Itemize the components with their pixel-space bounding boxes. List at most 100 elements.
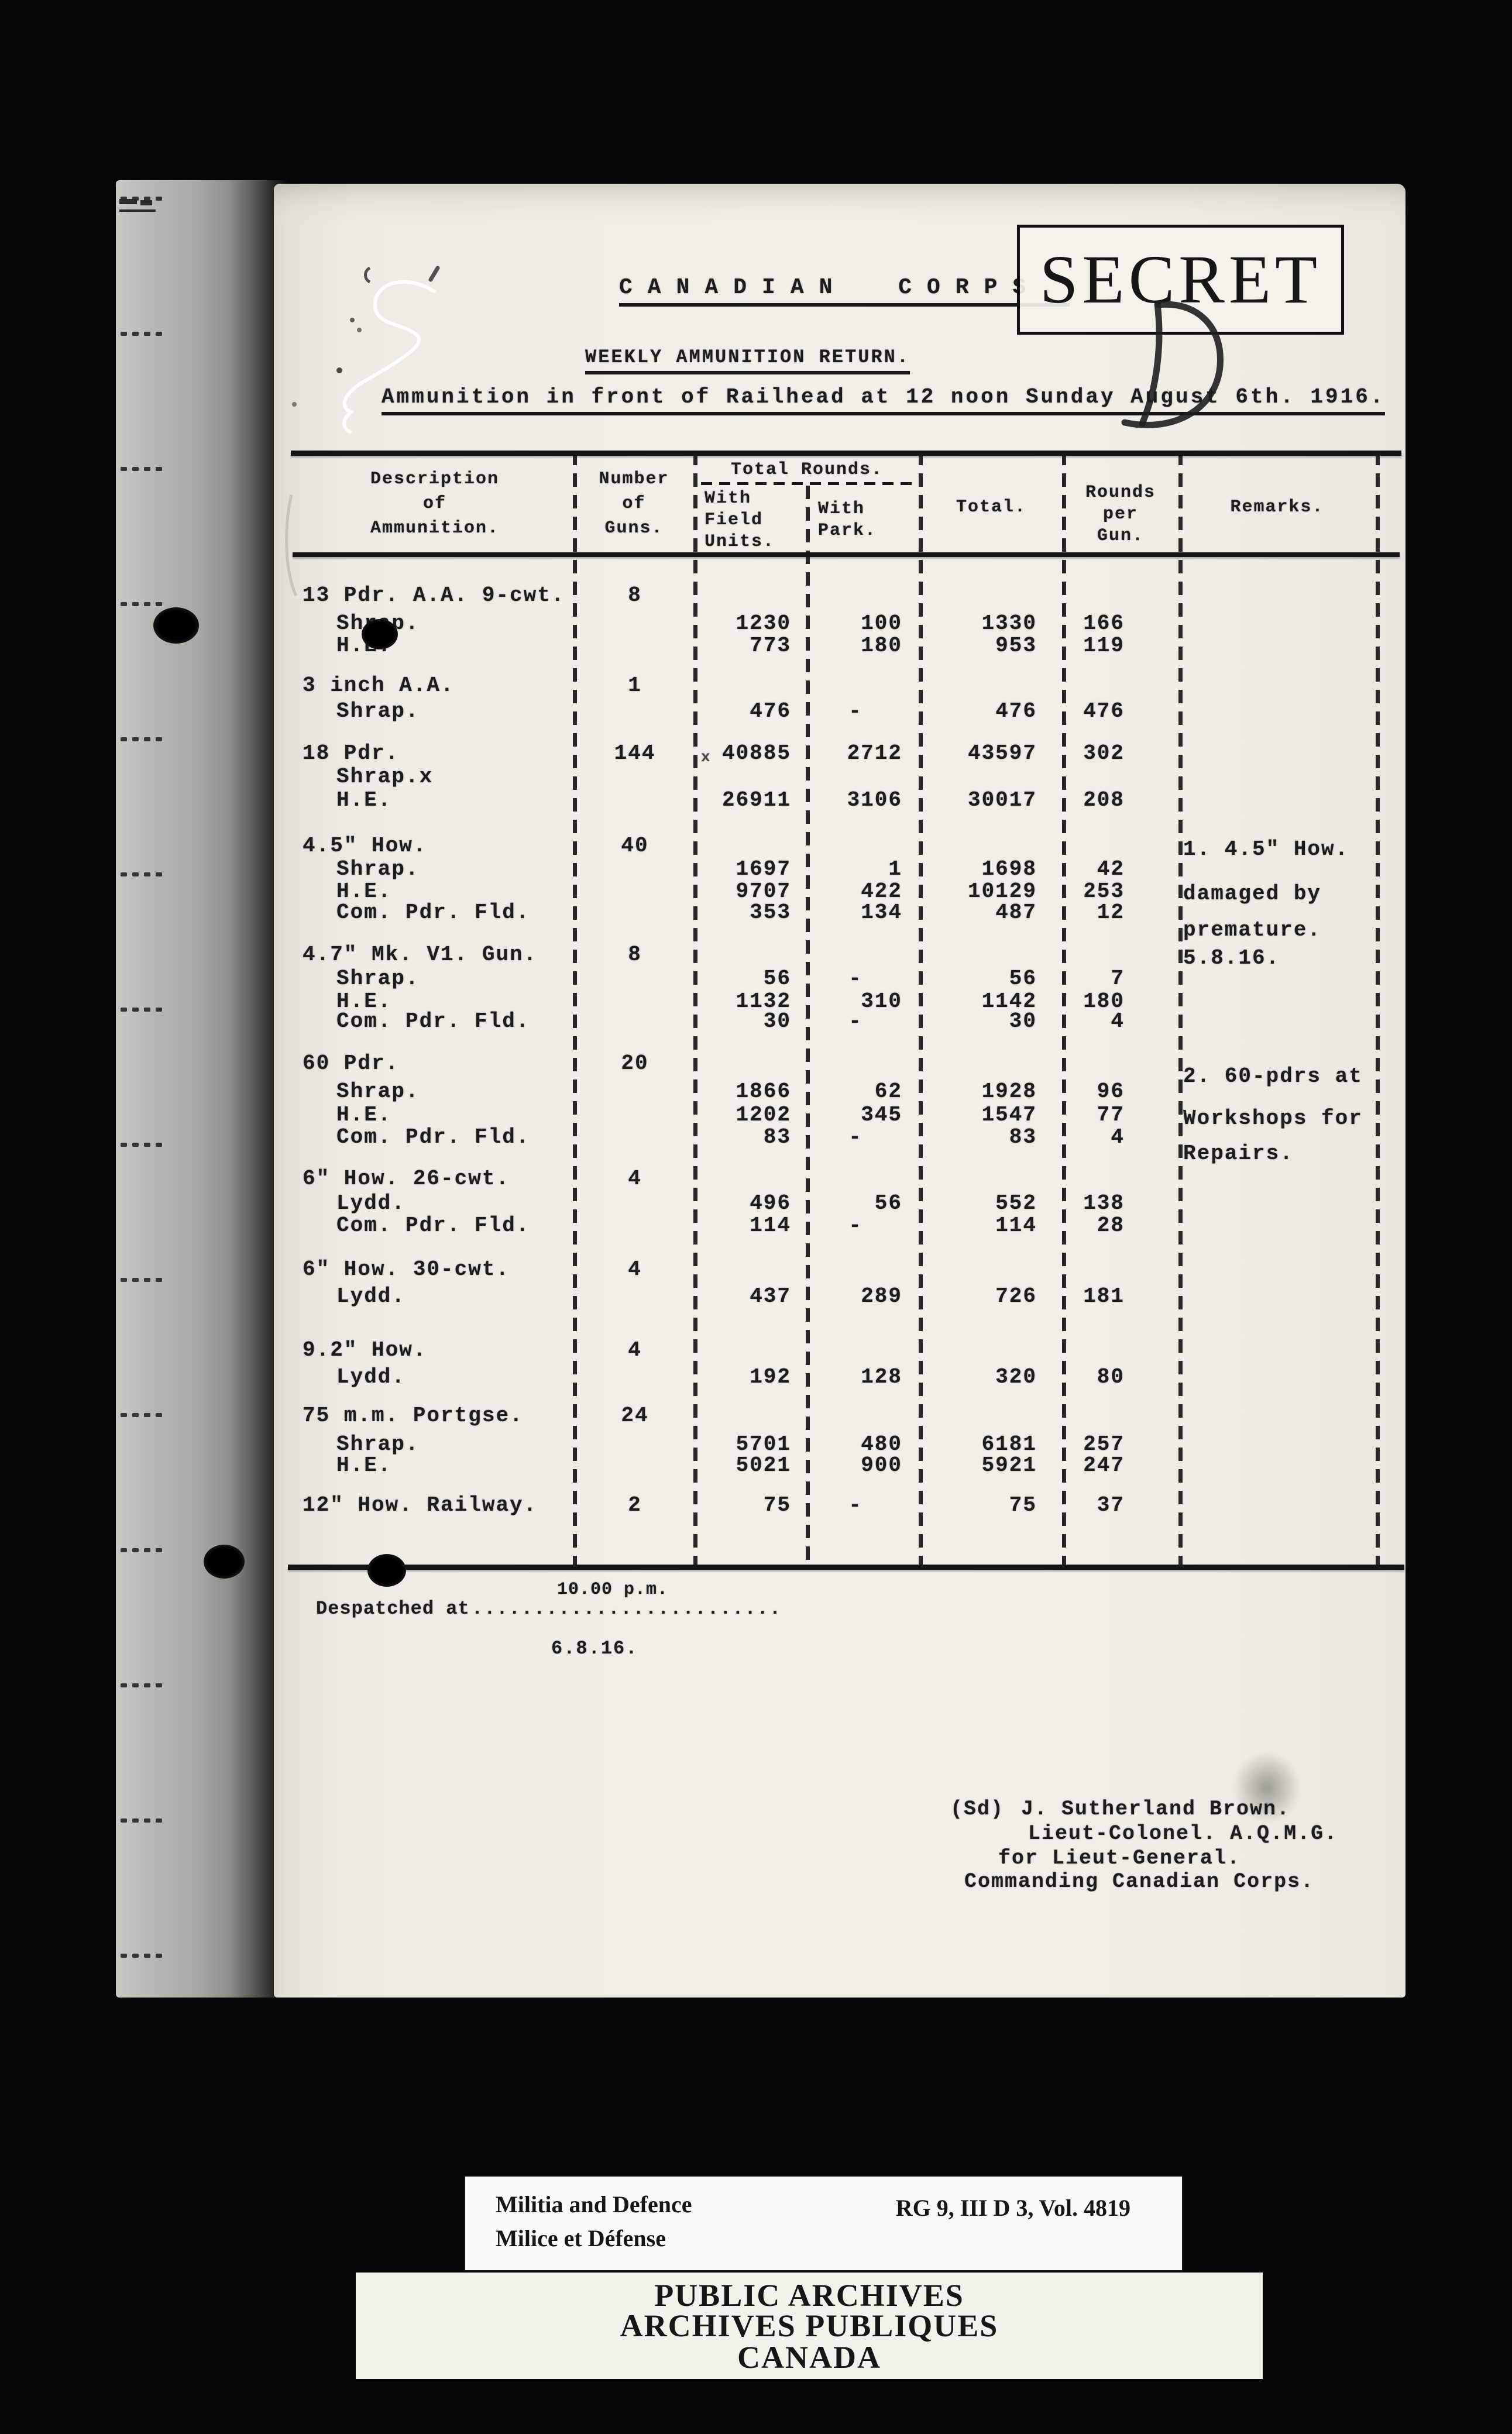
table-top-rule	[291, 451, 1401, 456]
margin-dot	[132, 467, 139, 471]
cell-with-field-units: 192	[750, 1365, 791, 1389]
margin-dot-row	[121, 332, 162, 336]
cell-with-park: 62	[874, 1080, 902, 1103]
margin-dot	[156, 1548, 162, 1552]
cell-rounds-per-gun: 28	[1097, 1213, 1125, 1237]
row-gun-name: 75 m.m. Portgse.	[303, 1404, 524, 1428]
cell-rounds-per-gun: 253	[1083, 879, 1125, 903]
cell-number-of-guns: 4	[628, 1257, 642, 1281]
margin-dot	[132, 1818, 139, 1823]
cell-rounds-per-gun: 42	[1097, 857, 1125, 881]
cell-number-of-guns: 20	[621, 1051, 649, 1075]
cell-with-park: -	[848, 1125, 862, 1149]
table-column-separator	[1178, 452, 1183, 1565]
cell-with-field-units: 1866	[736, 1080, 791, 1103]
margin-dot	[121, 737, 127, 741]
cell-with-park: 56	[874, 1191, 902, 1215]
cell-total: 320	[995, 1365, 1037, 1389]
row-gun-name: 9.2" How.	[303, 1338, 427, 1362]
cell-remark: premature.	[1183, 918, 1322, 942]
signature-command-line: Commanding Canadian Corps.	[964, 1870, 1315, 1893]
cell-total: 1928	[981, 1080, 1037, 1103]
cell-number-of-guns: 144	[614, 741, 656, 765]
bleed-through-mark	[119, 209, 156, 212]
cell-with-park: -	[848, 1009, 862, 1033]
margin-dot	[144, 1548, 150, 1552]
cell-rounds-per-gun: 138	[1083, 1191, 1125, 1215]
row-gun-name: 60 Pdr.	[303, 1051, 400, 1075]
stray-typed-mark: x	[701, 748, 712, 766]
ink-smudge	[1220, 1738, 1314, 1837]
public-archives-line-canada: CANADA	[737, 2340, 881, 2375]
despatched-label: Despatched at	[316, 1598, 470, 1620]
margin-dot	[156, 1413, 162, 1417]
militia-line-fr: Milice et Défense	[496, 2225, 666, 2251]
row-gun-name: 6" How. 30-cwt.	[303, 1257, 510, 1281]
cell-remark: Workshops for	[1183, 1106, 1363, 1130]
cell-rounds-per-gun: 96	[1097, 1080, 1125, 1103]
cell-with-park: 1	[888, 857, 902, 881]
margin-dot	[156, 1683, 162, 1687]
col-header-total: Total.	[956, 497, 1027, 517]
cell-with-field-units: 30	[763, 1009, 791, 1033]
row-gun-name: 6" How. 26-cwt.	[303, 1167, 510, 1191]
cell-with-park: -	[848, 699, 862, 723]
cell-with-park: 128	[861, 1365, 902, 1389]
margin-dot	[156, 1954, 162, 1958]
cell-number-of-guns: 4	[628, 1338, 642, 1362]
cell-number-of-guns: 8	[628, 943, 642, 967]
cell-with-park: 422	[861, 879, 902, 903]
margin-dot-row	[121, 1818, 162, 1823]
cell-rounds-per-gun: 247	[1083, 1453, 1125, 1477]
cell-number-of-guns: 24	[621, 1404, 649, 1428]
table-column-separator	[1062, 452, 1066, 1565]
margin-dot	[144, 197, 150, 201]
margin-dot	[144, 1008, 150, 1012]
report-subtitle: Ammunition in front of Railhead at 12 no…	[382, 385, 1386, 415]
row-gun-name: 4.5" How.	[303, 834, 427, 858]
cell-total: 726	[995, 1284, 1037, 1308]
margin-dot	[144, 602, 150, 606]
row-gun-name: 18 Pdr.	[303, 741, 400, 765]
margin-dot	[132, 872, 139, 876]
cell-total: 30	[1009, 1009, 1037, 1033]
cell-with-field-units: 114	[750, 1213, 791, 1237]
secret-label: SECRET	[1039, 241, 1322, 318]
row-shell-type-label: H.E.	[336, 879, 392, 903]
col-header-rounds-per-gun: Rounds per Gun.	[1085, 483, 1156, 546]
cell-total: 6181	[981, 1432, 1037, 1456]
row-shell-type-label: Shrap.	[336, 1080, 420, 1103]
col-header-remarks: Remarks.	[1230, 497, 1324, 517]
cell-total: 953	[995, 634, 1037, 658]
table-column-separator	[693, 452, 697, 1565]
cell-total: 552	[995, 1191, 1037, 1215]
margin-dot	[144, 1818, 150, 1823]
cell-with-park: 100	[861, 611, 902, 635]
margin-dot	[144, 1954, 150, 1958]
row-shell-type-label: Shrap.	[336, 967, 420, 991]
table-header-rule	[293, 552, 1400, 557]
margin-dot	[121, 872, 127, 876]
cell-total: 43597	[967, 741, 1037, 765]
margin-dot	[156, 602, 162, 606]
table-column-separator	[1376, 452, 1380, 1565]
cell-number-of-guns: 40	[621, 834, 649, 858]
margin-dot	[132, 332, 139, 336]
cell-rounds-per-gun: 476	[1083, 699, 1125, 723]
cell-with-field-units: 56	[763, 967, 791, 991]
margin-dot-row	[121, 467, 162, 471]
margin-dot	[144, 332, 150, 336]
row-shell-type-label: Com. Pdr. Fld.	[336, 1213, 530, 1237]
table-bottom-rule	[288, 1565, 1404, 1570]
margin-dot-row	[121, 1413, 162, 1417]
cell-rounds-per-gun: 7	[1111, 967, 1125, 991]
cell-with-park: -	[848, 967, 862, 991]
margin-dot	[132, 1008, 139, 1012]
margin-dot-row	[121, 1008, 162, 1012]
row-shell-type-label: H.E.	[336, 989, 392, 1013]
cell-rounds-per-gun: 302	[1083, 741, 1125, 765]
public-archives-line-en: PUBLIC ARCHIVES	[654, 2278, 964, 2313]
cell-with-park: 900	[861, 1453, 902, 1477]
col-header-with-park: With Park.	[818, 499, 877, 541]
